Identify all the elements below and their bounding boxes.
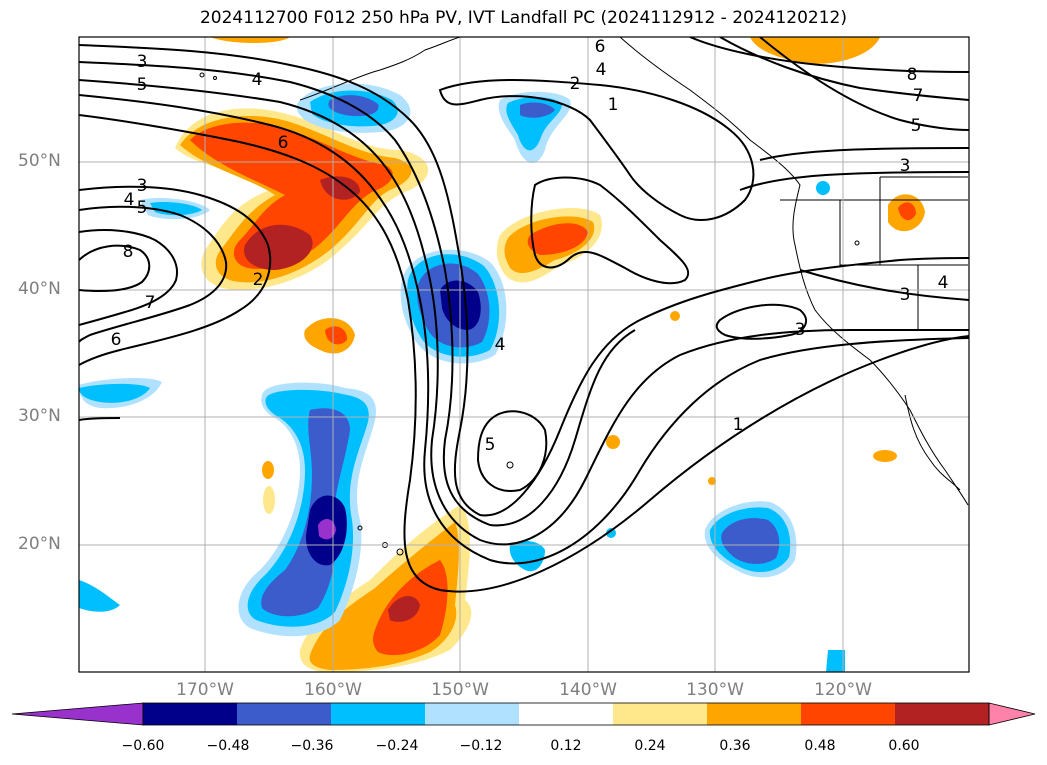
contour-label: 5 (137, 198, 148, 218)
colorbar (11, 702, 1036, 726)
pv-positive-region (708, 477, 716, 485)
contour-label: 7 (913, 86, 924, 106)
colorbar-bin (331, 703, 426, 725)
colorbar-tick-label: −0.12 (459, 738, 503, 754)
colorbar-tick-label: 0.60 (888, 738, 920, 754)
pv-negative-region (79, 580, 120, 612)
contour-label: 6 (278, 133, 289, 153)
pv-positive-region (262, 461, 274, 479)
lat-label: 30°N (18, 406, 61, 426)
pv-positive-region (325, 326, 348, 345)
colorbar-extend-high (988, 702, 1036, 726)
colorbar-bin (143, 703, 238, 725)
contour-label: 1 (608, 95, 619, 115)
colorbar-tick-label: 0.24 (634, 738, 666, 754)
contour-label: 3 (900, 156, 911, 176)
contour-label: 5 (137, 75, 148, 95)
colorbar-tick-label: −0.48 (206, 738, 250, 754)
lon-label: 130°W (686, 680, 744, 700)
lon-label: 120°W (814, 680, 872, 700)
pv-negative-region (520, 102, 555, 118)
contour-label: 3 (900, 285, 911, 305)
lat-label: 20°N (18, 534, 61, 554)
colorbar-bin (425, 703, 520, 725)
pv-positive-region (210, 37, 290, 43)
colorbar-tick-label: −0.36 (290, 738, 334, 754)
colorbar-bin (519, 703, 614, 725)
contour-label: 2 (570, 74, 581, 94)
pv-positive-region (670, 311, 680, 321)
contour-label: 8 (123, 242, 134, 262)
pv-positive-region (898, 202, 916, 221)
pv-negative-region (318, 518, 336, 540)
pv-negative-region (606, 528, 616, 538)
contour-label: 1 (733, 415, 744, 435)
pv-positive-region (388, 595, 420, 622)
pv-negative-region (816, 181, 830, 195)
pv-contours (79, 37, 969, 593)
contour-label: 4 (124, 190, 135, 210)
graticule (79, 37, 969, 672)
colorbar-tick-label: 0.48 (804, 738, 836, 754)
colorbar-bin (707, 703, 802, 725)
contour-label: 5 (911, 116, 922, 136)
pv-negative-region (79, 383, 150, 403)
contour-label: 2 (253, 270, 264, 290)
contour-label-layer: 3 5 4 6 2 1 6 4 8 7 5 3 3 4 5 8 7 6 2 4 … (111, 37, 949, 455)
lon-label: 150°W (431, 680, 489, 700)
lat-label: 40°N (18, 279, 61, 299)
lon-label: 170°W (176, 680, 234, 700)
colorbar-tick-label: 0.36 (719, 738, 751, 754)
pv-negative-region (150, 201, 202, 216)
contour-label: 7 (145, 293, 156, 313)
plot-area: 3 5 4 6 2 1 6 4 8 7 5 3 3 4 5 8 7 6 2 4 … (79, 37, 969, 672)
contour-label: 5 (485, 435, 496, 455)
lat-label: 50°N (18, 151, 61, 171)
pv-fill-layer (79, 37, 925, 672)
pv-positive-region (606, 435, 620, 449)
contour-label: 6 (595, 37, 606, 57)
pv-positive-region (750, 37, 880, 64)
pv-positive-region (527, 223, 588, 255)
contour-label: 8 (907, 65, 918, 85)
coastlines (199, 37, 969, 556)
pv-negative-region (721, 518, 780, 564)
contour-label: 4 (596, 60, 607, 80)
contour-label: 4 (252, 70, 263, 90)
colorbar-tick-label: −0.24 (375, 738, 419, 754)
contour-label: 6 (111, 330, 122, 350)
map-frame (78, 36, 970, 673)
contour-label: 3 (795, 320, 806, 340)
pv-negative-region (826, 650, 845, 672)
contour-label: 3 (137, 52, 148, 72)
map-title: 2024112700 F012 250 hPa PV, IVT Landfall… (199, 8, 847, 28)
contour-label: 4 (495, 335, 506, 355)
pv-positive-region (320, 176, 360, 200)
pv-positive-region (263, 486, 275, 514)
lon-label: 140°W (559, 680, 617, 700)
contour-label: 4 (938, 273, 949, 293)
colorbar-tick-label: 0.12 (550, 738, 582, 754)
contour-label: 3 (137, 176, 148, 196)
colorbar-bin (801, 703, 896, 725)
colorbar-extend-low (11, 702, 144, 726)
colorbar-bin (895, 703, 990, 725)
pv-positive-region (244, 224, 313, 270)
colorbar-bin (613, 703, 708, 725)
colorbar-bin (237, 703, 332, 725)
pv-positive-region (873, 450, 897, 462)
colorbar-tick-label: −0.60 (121, 738, 165, 754)
lon-label: 160°W (304, 680, 362, 700)
